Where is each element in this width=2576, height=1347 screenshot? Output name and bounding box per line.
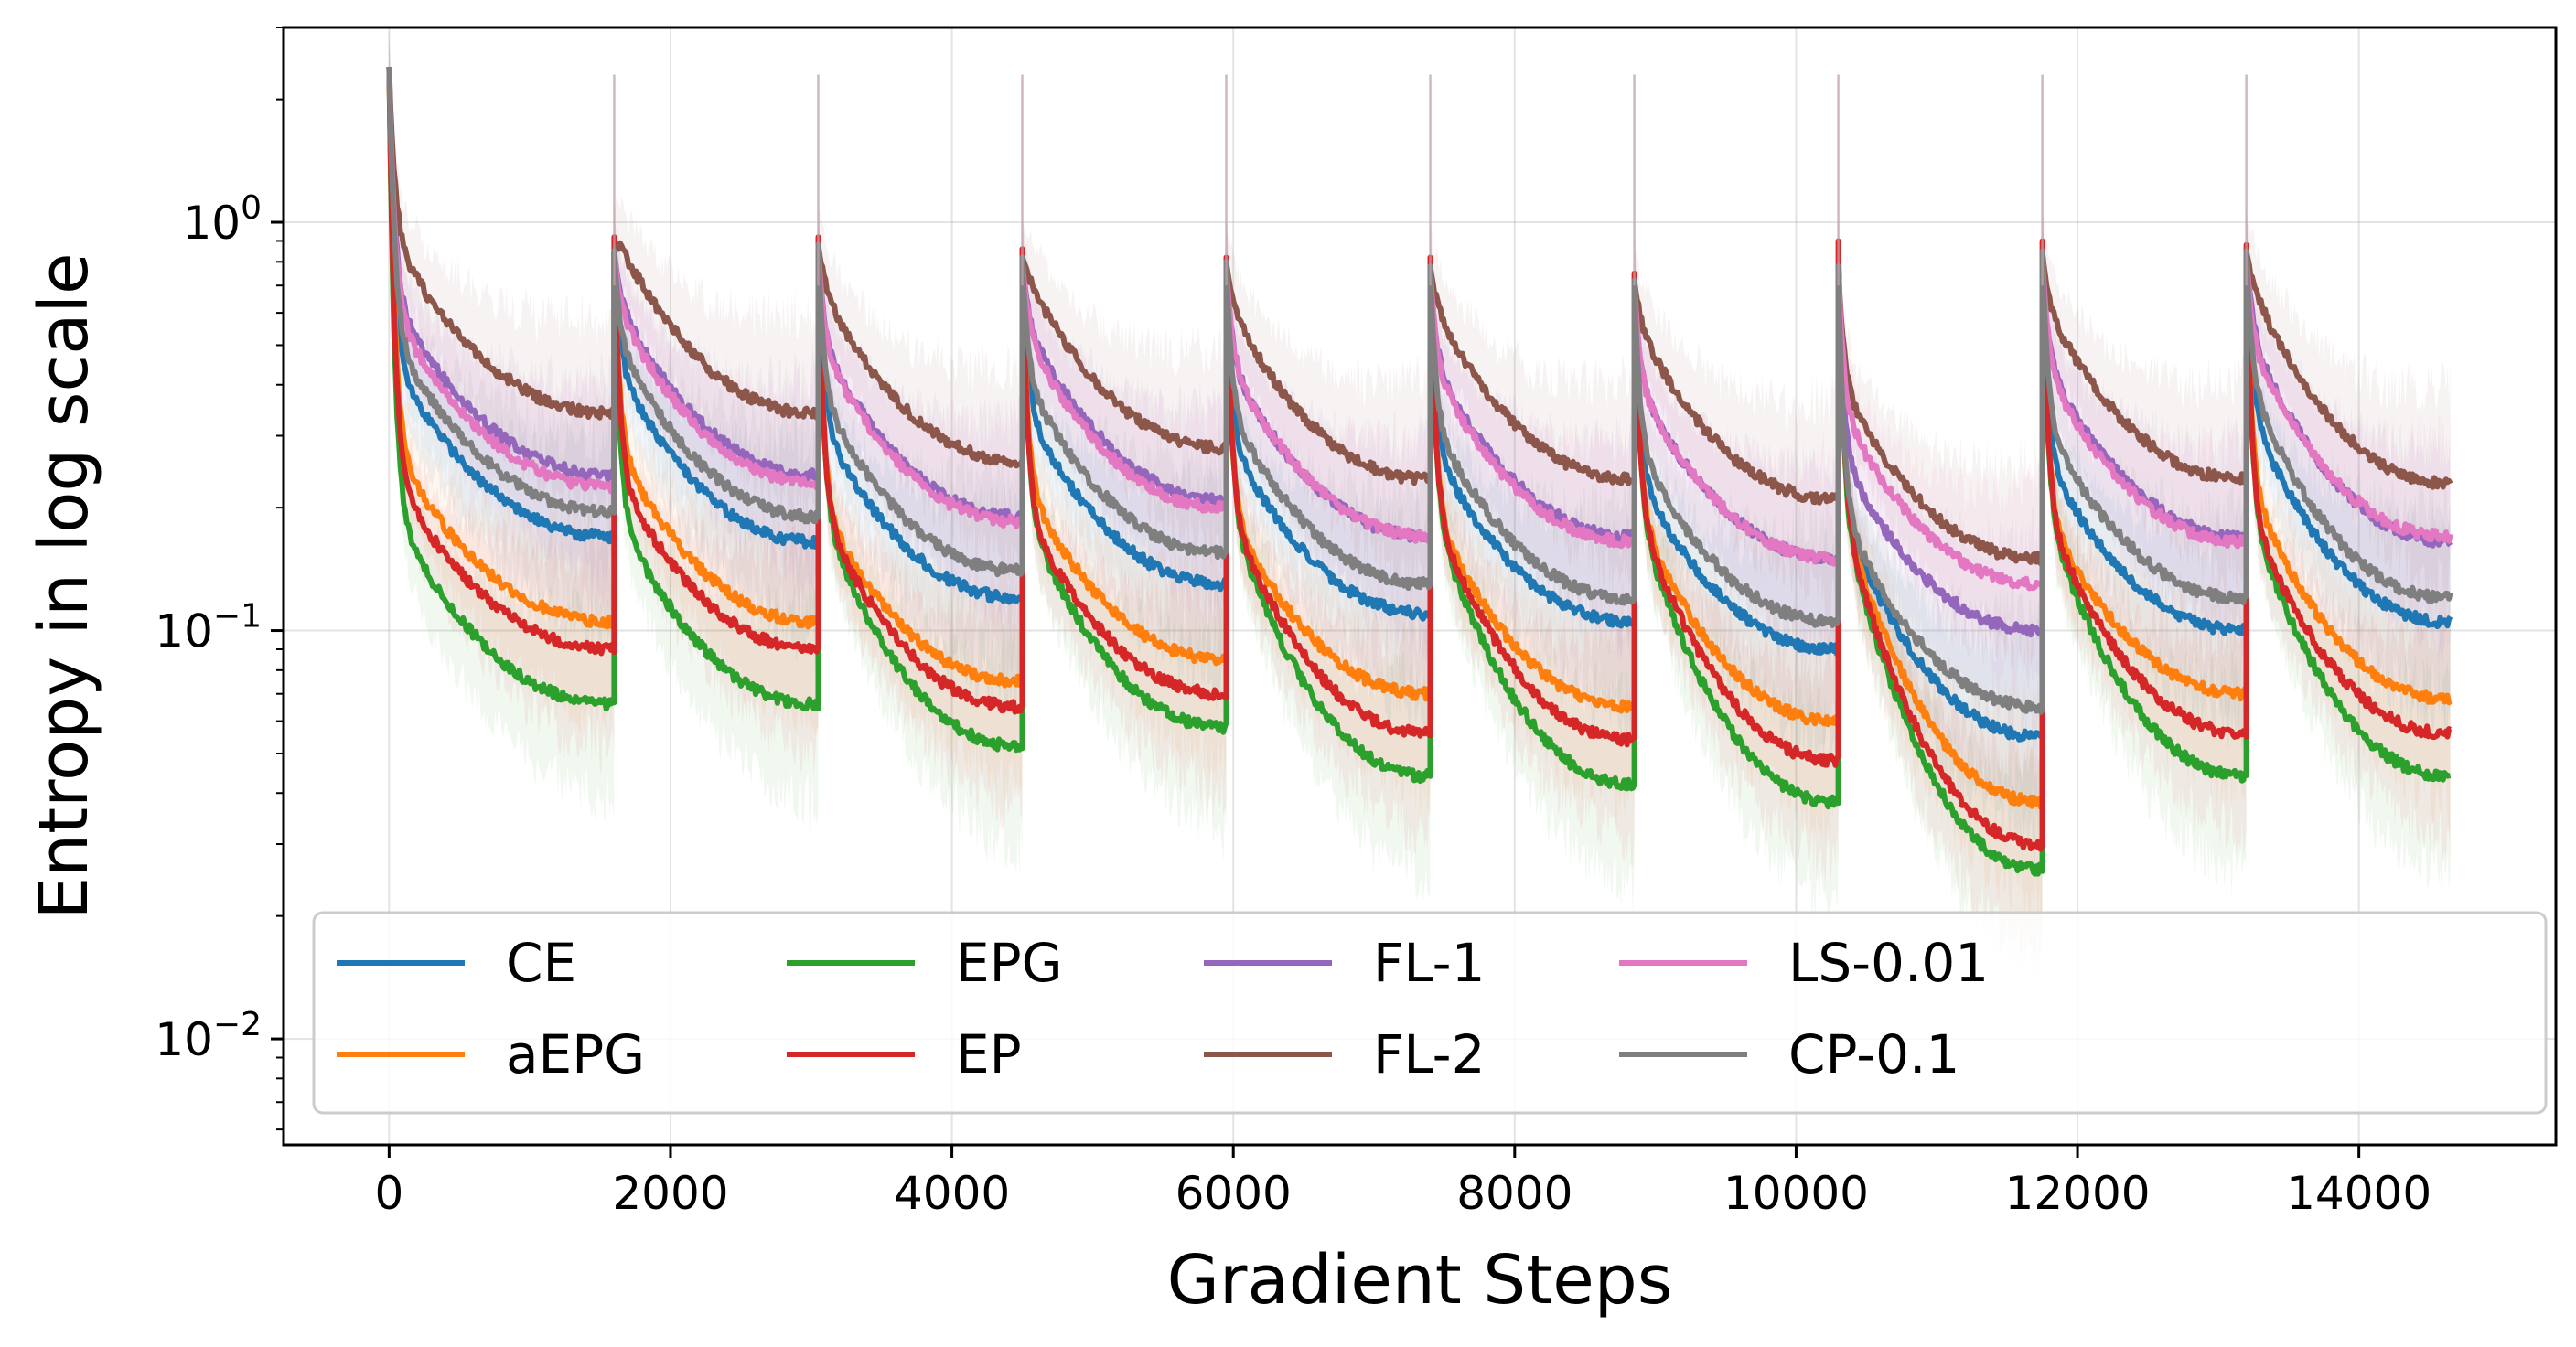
series-lines bbox=[386, 67, 2453, 877]
x-tick-label: 6000 bbox=[1175, 1167, 1292, 1220]
line-cp-0.1 bbox=[386, 67, 2453, 715]
y-tick-label: 10−2 bbox=[155, 1006, 262, 1066]
plot-frame bbox=[282, 26, 2558, 1147]
y-tick-label: 100 bbox=[182, 189, 262, 250]
legend-label-ls-0.01: LS-0.01 bbox=[1788, 932, 1989, 994]
x-axis-title: Gradient Steps bbox=[1167, 1241, 1673, 1320]
legend-label-cp-0.1: CP-0.1 bbox=[1788, 1023, 1959, 1085]
legend-label-fl-1: FL-1 bbox=[1373, 932, 1486, 994]
y-axis-title: Entropy in log scale bbox=[25, 252, 103, 919]
legend-label-aepg: aEPG bbox=[506, 1023, 645, 1085]
y-axis: 100 10−1 10−2 bbox=[155, 27, 284, 1131]
legend-label-ep: EP bbox=[956, 1023, 1022, 1085]
legend-label-epg: EPG bbox=[956, 932, 1063, 994]
y-tick-label: 10−1 bbox=[155, 598, 262, 658]
legend-label-ce: CE bbox=[506, 932, 576, 994]
x-tick-label: 2000 bbox=[612, 1167, 728, 1220]
legend: CE aEPG EPG EP FL-1 FL-2 LS-0.01 CP-0.1 bbox=[312, 911, 2548, 1115]
x-tick-label: 8000 bbox=[1456, 1167, 1572, 1220]
x-tick-label: 14000 bbox=[2286, 1167, 2431, 1220]
band-aepg bbox=[389, 25, 2451, 931]
x-tick-label: 12000 bbox=[2005, 1167, 2151, 1220]
x-tick-label: 0 bbox=[374, 1167, 403, 1220]
x-tick-label: 10000 bbox=[1723, 1167, 1869, 1220]
band-cp-0.1 bbox=[389, 31, 2451, 836]
legend-label-fl-2: FL-2 bbox=[1373, 1023, 1486, 1085]
x-tick-label: 4000 bbox=[894, 1167, 1010, 1220]
band-fl-2 bbox=[389, 37, 2451, 690]
x-axis: 0 2000 4000 6000 8000 10000 12000 14000 bbox=[374, 1145, 2431, 1220]
band-fl-1 bbox=[389, 27, 2451, 761]
